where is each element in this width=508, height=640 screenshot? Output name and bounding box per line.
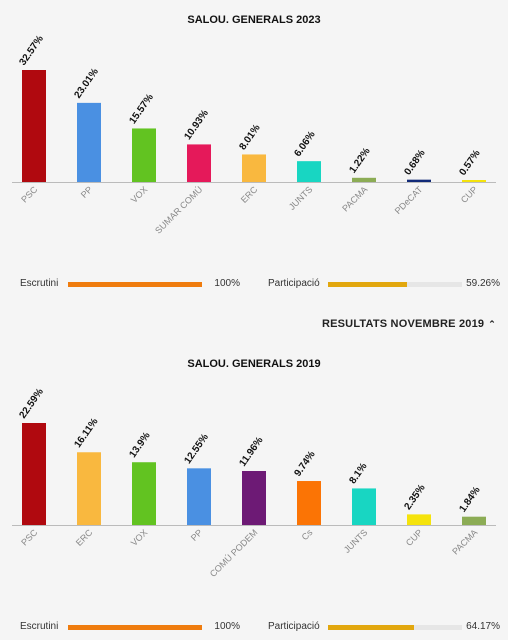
bar-value-label: 8.01% [237,123,262,153]
bar-comú-podem[interactable] [242,470,266,525]
bar-pacma[interactable] [462,516,486,525]
bar-value-label: 11.96% [237,435,265,469]
bar-psc[interactable] [22,423,46,525]
bar-vox[interactable] [132,128,156,182]
bar-value-label: 9.74% [292,449,317,479]
bar-pacma[interactable] [352,177,376,182]
participacio-progress-fill [328,282,408,287]
bar-value-label: 12.55% [182,432,211,466]
participacio-label: Participació [268,621,320,632]
escrutini-label: Escrutini [20,621,59,632]
bar-cs[interactable] [297,481,321,525]
bar-value-label: 22.59% [17,387,46,421]
bar-sumar-comú[interactable] [187,144,211,182]
escrutini-progress-bar [68,625,202,630]
bar-pp[interactable] [187,468,211,525]
participacio-progress-bar [328,625,462,630]
category-label: PDeCAT [393,184,425,216]
participacio-value: 64.17% [466,621,500,632]
chart-title-2023: SALOU. GENERALS 2023 [187,14,321,26]
bar-erc[interactable] [77,452,101,525]
bar-vox[interactable] [132,462,156,525]
escrutini-value: 100% [214,621,240,632]
category-label: COMÚ PODEM [208,527,260,579]
bar-psc[interactable] [22,70,46,182]
bar-value-label: 10.93% [182,108,211,142]
bar-pp[interactable] [77,102,101,182]
bar-chart-2023: 32.57% PSC 23.01% PP 15.57% VOX 10.93% SUMAR CO… [12,34,496,236]
participacio-progress-bar [328,282,462,287]
category-label: VOX [129,527,150,548]
category-label: PSC [19,527,40,548]
bar-cup[interactable] [462,180,486,182]
bar-value-label: 13.9% [127,430,152,460]
bar-value-label: 8.1% [347,461,369,486]
toggle-label: RESULTATS NOVEMBRE 2019 [321,318,485,330]
category-label: Cs [300,527,315,542]
bar-chart-2019: 22.59% PSC 16.11% ERC 13.9% VOX 12.55% PP 11.96%… [12,387,496,579]
participacio-progress-fill [328,625,414,630]
category-label: PP [79,184,95,200]
stats-row-2023: Escrutini 100% Participació 59.26% [0,276,508,292]
escrutini-label: Escrutini [20,278,59,289]
category-label: CUP [404,527,425,548]
escrutini-progress-fill [68,625,202,630]
bar-junts[interactable] [297,161,321,182]
category-label: ERC [74,527,95,548]
bar-value-label: 1.22% [347,146,372,176]
bar-value-label: 15.57% [127,92,156,126]
category-label: SUMAR COMÚ [153,184,204,235]
escrutini-progress-bar [68,282,202,287]
results-november-2019-toggle[interactable]: RESULTATS NOVEMBRE 2019 ⌃ [322,318,496,330]
category-label: ERC [239,184,260,205]
bar-value-label: 0.68% [402,148,427,178]
escrutini-value: 100% [214,278,240,289]
category-label: PP [189,527,205,543]
category-label: CUP [459,184,480,205]
category-label: PSC [19,184,40,205]
escrutini-progress-fill [68,282,202,287]
chart-title-2019: SALOU. GENERALS 2019 [187,358,321,370]
category-label: PACMA [340,184,369,213]
bar-value-label: 2.35% [402,482,427,512]
category-label: JUNTS [287,184,315,212]
category-label: VOX [129,184,150,205]
bar-value-label: 16.11% [72,416,100,450]
bar-value-label: 23.01% [72,66,101,100]
bar-value-label: 1.84% [457,485,482,515]
bar-junts[interactable] [352,488,376,525]
participacio-label: Participació [268,278,320,289]
bar-value-label: 6.06% [292,129,317,159]
bar-cup[interactable] [407,514,431,525]
bar-erc[interactable] [242,154,266,182]
bar-value-label: 32.57% [17,34,46,68]
participacio-value: 59.26% [466,278,500,289]
stats-row-2019: Escrutini 100% Participació 64.17% [0,619,508,635]
chevron-up-icon: ⌃ [488,319,496,329]
category-label: PACMA [450,527,479,556]
bar-pdecat[interactable] [407,179,431,182]
bar-value-label: 0.57% [457,148,482,178]
category-label: JUNTS [342,527,370,555]
